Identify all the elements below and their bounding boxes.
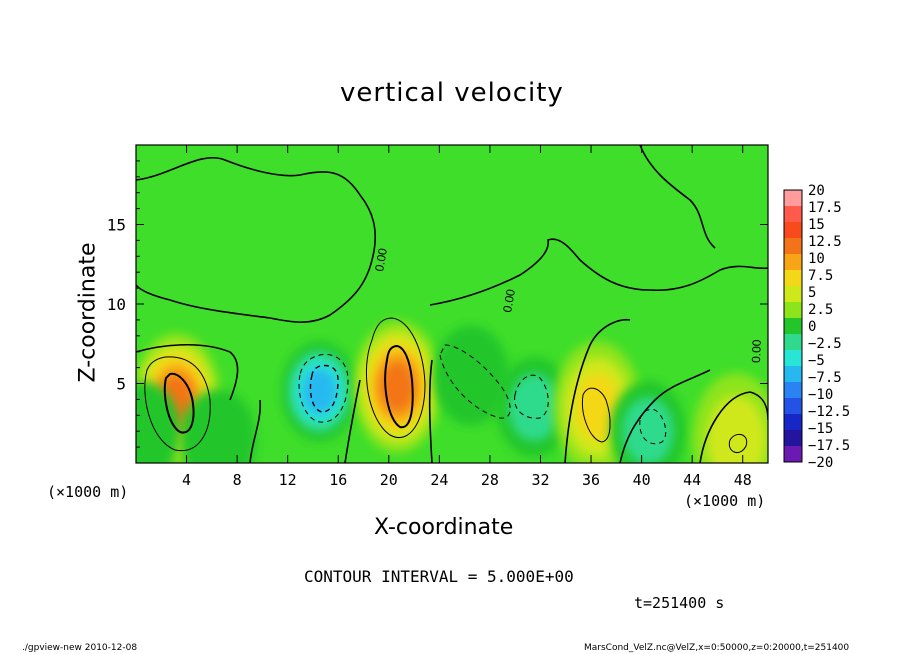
field-cell-3-level-1: [508, 373, 560, 442]
field-cell-5-level-1: [622, 397, 674, 463]
colorbar: 2017.51512.5107.552.50−2.5−5−7.5−10−12.5…: [783, 183, 850, 471]
contour-pos-48: [728, 433, 748, 454]
colorbar-swatch-2: [784, 222, 802, 239]
x-tick-label-9: 40: [633, 471, 651, 489]
contour-pos-36: [581, 387, 611, 443]
contour-neg-28: [439, 344, 511, 419]
colorbar-label-11: −7.5: [808, 370, 842, 386]
x-axis-unit-left: (×1000 m): [47, 483, 129, 501]
x-tick-label-1: 8: [233, 471, 242, 489]
colorbar-label-3: 12.5: [808, 234, 842, 250]
field-cell-8-level-0: [180, 389, 257, 463]
colorbar-swatch-8: [784, 318, 802, 335]
y-axis-label: Z-coordinate: [75, 242, 101, 383]
x-tick-label-7: 32: [531, 471, 549, 489]
x-tick-label-3: 16: [329, 471, 347, 489]
colorbar-swatch-5: [784, 270, 802, 287]
colorbar-label-1: 17.5: [808, 200, 842, 216]
contour-zero-right-lobe: [699, 391, 768, 463]
colorbar-swatch-9: [784, 334, 802, 351]
contour-neg-14: [298, 353, 349, 423]
contour-label-2: 0.00: [500, 288, 518, 314]
colorbar-label-10: −5: [808, 353, 825, 369]
field-cell-1-level-3: [302, 368, 337, 415]
colorbar-label-9: −2.5: [808, 336, 842, 352]
contour-interval-text: CONTOUR INTERVAL = 5.000E+00: [304, 567, 574, 586]
x-tick-label-4: 20: [380, 471, 398, 489]
colorbar-swatch-6: [784, 286, 802, 303]
x-tick-label-8: 36: [582, 471, 600, 489]
contour-neg-14-inner: [309, 364, 339, 413]
colorbar-label-14: −15: [808, 421, 833, 437]
x-tick-label-0: 4: [182, 471, 191, 489]
contour-pos-20-inner: [384, 344, 414, 429]
zero-contour-right: [639, 145, 716, 249]
colorbar-swatch-1: [784, 206, 802, 223]
contour-pos-4-inner: [163, 372, 195, 434]
field-cell-6-level-1: [707, 395, 766, 463]
colorbar-label-12: −10: [808, 387, 833, 403]
colorbar-swatch-3: [784, 238, 802, 255]
contour-labels: 0.00 0.00 0.00: [372, 247, 764, 363]
colorbar-swatch-15: [784, 430, 802, 447]
contour-label-1: 0.00: [372, 247, 390, 273]
colorbar-label-8: 0: [808, 319, 816, 335]
colorbar-label-0: 20: [808, 183, 825, 199]
footer-right: MarsCond_VelZ.nc@VelZ,x=0:50000,z=0:2000…: [584, 643, 850, 653]
colorbar-swatch-12: [784, 382, 802, 399]
colorbar-swatch-11: [784, 366, 802, 383]
contour-label-3: 0.00: [749, 339, 764, 363]
field-cell-7-level-0: [432, 325, 509, 426]
zero-contour-upper: [136, 156, 376, 323]
x-tick-label-5: 24: [430, 471, 448, 489]
colorbar-swatch-16: [784, 446, 802, 463]
x-tick-label-10: 44: [683, 471, 701, 489]
contour-zero-c2: [428, 359, 433, 463]
colorbar-label-13: −12.5: [808, 404, 850, 420]
x-tick-label-11: 48: [734, 471, 752, 489]
colorbar-label-15: −17.5: [808, 438, 850, 454]
contour-zero-c3: [564, 318, 631, 463]
zero-contour-middle: [429, 238, 768, 306]
x-tick-label-6: 28: [481, 471, 499, 489]
colorbar-label-2: 15: [808, 217, 825, 233]
y-tick-label-0: 5: [116, 375, 126, 394]
contour-zero-c1: [344, 379, 361, 463]
footer-left: ./gpview-new 2010-12-08: [22, 643, 138, 653]
contour-neg-32: [514, 374, 549, 419]
colorbar-swatch-0: [784, 190, 802, 207]
colorbar-label-5: 7.5: [808, 268, 833, 284]
plot-area: 0.00 0.00 0.00: [136, 145, 768, 463]
chart-title: vertical velocity: [340, 78, 564, 108]
contour-pos-4: [144, 356, 211, 452]
y-tick-label-2: 15: [107, 216, 126, 235]
x-axis-unit-right: (×1000 m): [684, 492, 766, 510]
colorbar-label-4: 10: [808, 251, 825, 267]
colorbar-swatch-10: [784, 350, 802, 367]
colorbar-label-7: 2.5: [808, 302, 833, 318]
colorbar-swatch-14: [784, 414, 802, 431]
colorbar-label-6: 5: [808, 285, 816, 301]
colorbar-swatch-7: [784, 302, 802, 319]
field-cell-9-level-0: [136, 381, 181, 463]
colorbar-swatch-4: [784, 254, 802, 271]
x-axis-label: X-coordinate: [374, 515, 514, 540]
colorbar-label-16: −20: [808, 455, 833, 471]
contour-pos-20: [366, 317, 426, 438]
contour-zero-c4: [619, 369, 711, 463]
contour-zero-mid: [249, 399, 262, 463]
contour-zero-left: [136, 344, 239, 401]
x-tick-label-2: 12: [279, 471, 297, 489]
field-cell-2-level-4: [380, 362, 415, 412]
contour-lines: [136, 145, 768, 463]
y-tick-label-1: 10: [107, 295, 126, 314]
colorbar-swatch-13: [784, 398, 802, 415]
colorbar-frame: [783, 189, 803, 463]
time-stamp: t=251400 s: [634, 594, 725, 612]
